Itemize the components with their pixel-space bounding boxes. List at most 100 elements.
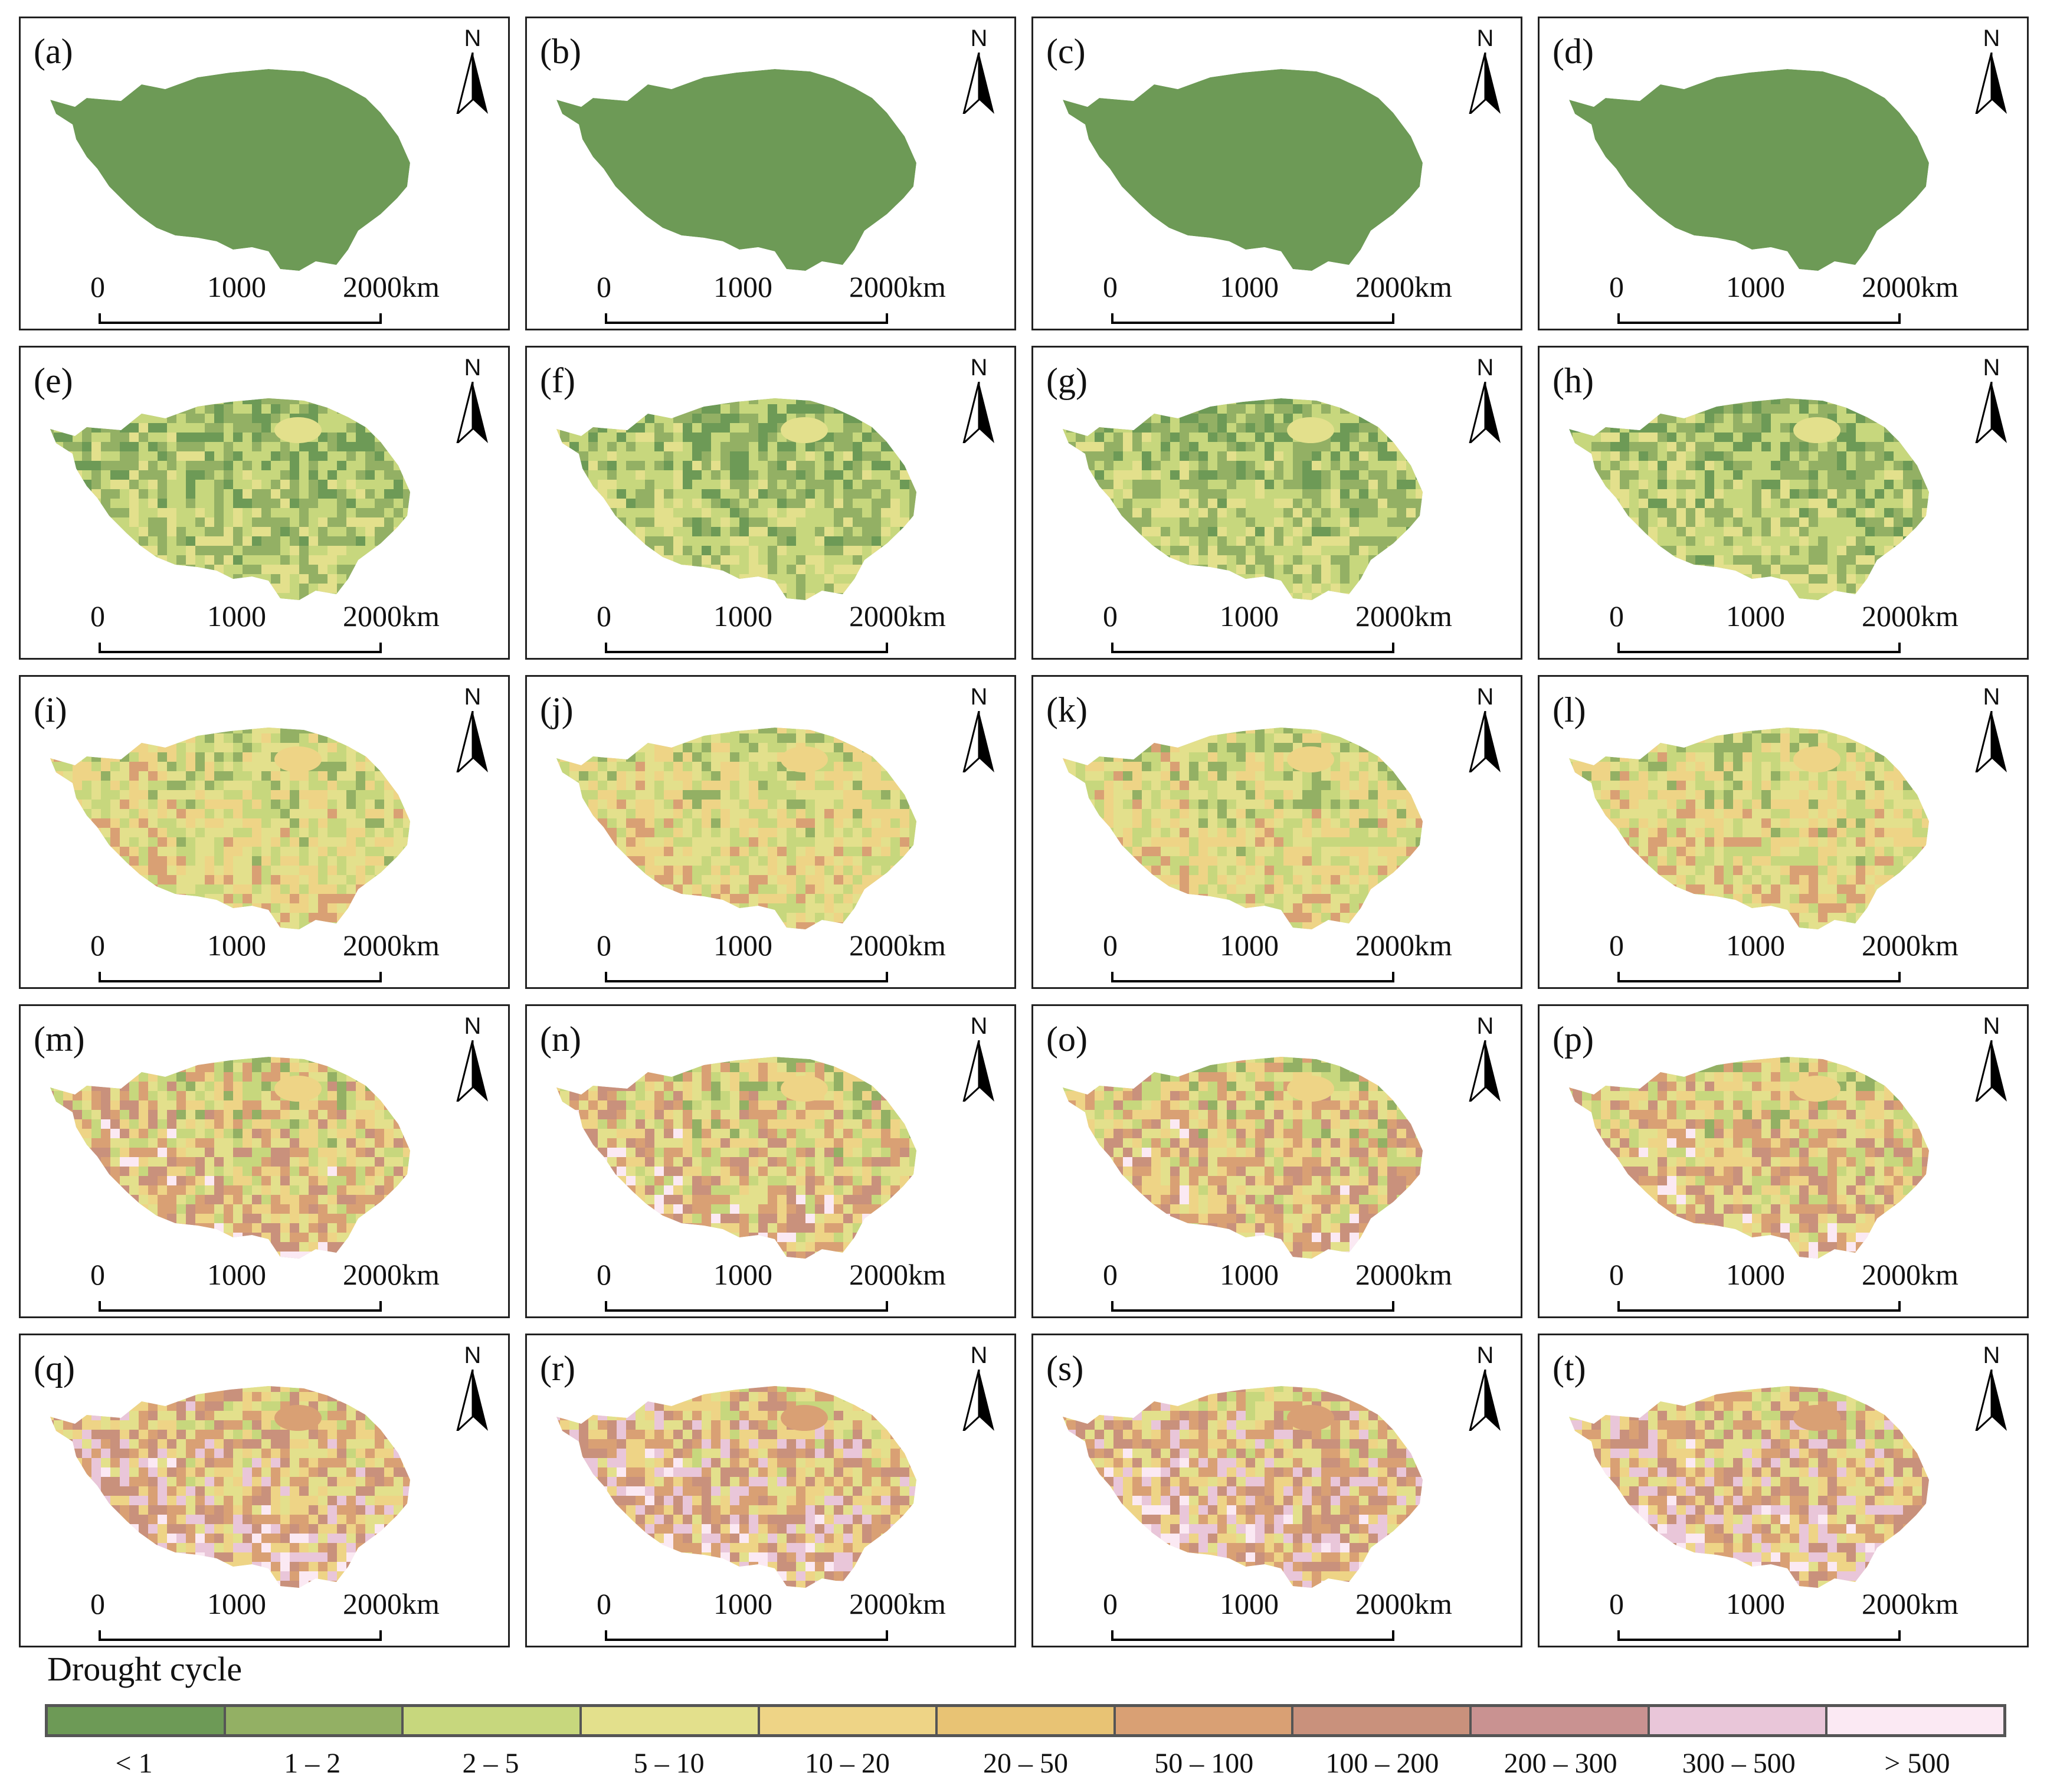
- legend-class-label: 5 – 10: [633, 1748, 705, 1779]
- north-arrow: N: [454, 27, 492, 115]
- legend-class-label: 1 – 2: [284, 1748, 341, 1779]
- plateau-map: [1063, 69, 1423, 271]
- panel-label: (i): [34, 690, 67, 729]
- legend-class-label: 100 – 200: [1325, 1748, 1439, 1779]
- north-label: N: [970, 1013, 988, 1039]
- north-label: N: [1983, 25, 2000, 51]
- map-panel: (n) N 0 1000 2000km: [525, 1004, 1016, 1318]
- north-arrow: N: [1973, 27, 2010, 115]
- plateau-map: [50, 69, 410, 271]
- map-panels: (a) N 0 1000 2000km (b) N 0 1000 2000km (c) N 0 1000 2…: [19, 17, 2029, 1647]
- north-arrow-icon: [456, 1370, 488, 1431]
- basin-feature: [1287, 417, 1334, 443]
- panel-label: (r): [540, 1349, 575, 1388]
- north-arrow-icon: [456, 382, 488, 443]
- plateau-map: [1569, 728, 1929, 929]
- legend-swatch: [404, 1707, 582, 1734]
- basin-feature: [1287, 746, 1334, 772]
- map-panel: (o) N 0 1000 2000km: [1031, 1004, 1522, 1318]
- north-arrow: N: [1466, 1344, 1504, 1432]
- panel-label: (b): [540, 32, 581, 71]
- map-panel: (b) N 0 1000 2000km: [525, 17, 1016, 330]
- plateau-region: [556, 69, 916, 271]
- basin-feature: [1287, 1405, 1334, 1431]
- panel-label: (k): [1046, 690, 1088, 729]
- map-panel: (g) N 0 1000 2000km: [1031, 346, 1522, 660]
- north-label: N: [464, 684, 482, 710]
- legend-swatch: [1649, 1707, 1828, 1734]
- north-arrow-icon: [962, 1370, 994, 1431]
- north-arrow: N: [960, 1014, 998, 1103]
- north-label: N: [970, 1342, 988, 1368]
- legend-color-bar: [45, 1704, 2006, 1737]
- north-arrow: N: [1466, 1014, 1504, 1103]
- legend-class-label: 200 – 300: [1504, 1748, 1617, 1779]
- plateau-map: [556, 398, 916, 600]
- north-arrow-icon: [1975, 382, 2007, 443]
- basin-feature: [274, 417, 322, 443]
- north-arrow-icon: [1469, 382, 1501, 443]
- plateau-region: [1063, 69, 1423, 271]
- plateau-map: [556, 1057, 916, 1259]
- north-arrow-icon: [456, 711, 488, 772]
- north-label: N: [1983, 684, 2000, 710]
- map-panel: (j) N 0 1000 2000km: [525, 675, 1016, 989]
- plateau-map: [50, 728, 410, 929]
- north-arrow: N: [960, 356, 998, 444]
- north-label: N: [464, 355, 482, 381]
- map-panel: (r) N 0 1000 2000km: [525, 1334, 1016, 1647]
- north-arrow-icon: [1469, 53, 1501, 114]
- legend-class-label: 20 – 50: [983, 1748, 1069, 1779]
- panel-label: (c): [1046, 32, 1086, 71]
- north-arrow: N: [960, 1344, 998, 1432]
- legend-title: Drought cycle: [47, 1650, 243, 1688]
- plateau-map: [1569, 69, 1929, 271]
- basin-feature: [1793, 1405, 1840, 1431]
- panel-label: (e): [34, 361, 73, 400]
- north-label: N: [1476, 1342, 1494, 1368]
- north-label: N: [1476, 684, 1494, 710]
- legend-class-label: 10 – 20: [804, 1748, 890, 1779]
- map-panel: (p) N 0 1000 2000km: [1538, 1004, 2029, 1318]
- north-arrow-icon: [1975, 1370, 2007, 1431]
- north-label: N: [1983, 1013, 2000, 1039]
- basin-feature: [1793, 746, 1840, 772]
- map-panel: (s) N 0 1000 2000km: [1031, 1334, 1522, 1647]
- north-label: N: [1476, 25, 1494, 51]
- north-arrow-icon: [962, 382, 994, 443]
- north-label: N: [464, 1342, 482, 1368]
- map-panel: (t) N 0 1000 2000km: [1538, 1334, 2029, 1647]
- panel-label: (s): [1046, 1349, 1084, 1388]
- plateau-map: [50, 1057, 410, 1259]
- legend-class-label: 300 – 500: [1682, 1748, 1796, 1779]
- plateau-map: [1569, 398, 1929, 600]
- north-arrow-icon: [456, 53, 488, 114]
- north-arrow: N: [454, 1014, 492, 1103]
- north-arrow: N: [1466, 27, 1504, 115]
- map-panel: (i) N 0 1000 2000km: [19, 675, 510, 989]
- north-arrow: N: [960, 27, 998, 115]
- map-panel: (d) N 0 1000 2000km: [1538, 17, 2029, 330]
- panel-label: (p): [1553, 1020, 1594, 1059]
- north-arrow-icon: [962, 711, 994, 772]
- north-arrow-icon: [1469, 711, 1501, 772]
- legend-swatch: [1472, 1707, 1650, 1734]
- plateau-region: [1569, 69, 1929, 271]
- panel-label: (n): [540, 1020, 581, 1059]
- north-arrow-icon: [1975, 53, 2007, 114]
- map-panel: (l) N 0 1000 2000km: [1538, 675, 2029, 989]
- map-panel: (c) N 0 1000 2000km: [1031, 17, 1522, 330]
- legend-class-label: 2 – 5: [462, 1748, 519, 1779]
- plateau-map: [1569, 1057, 1929, 1259]
- north-arrow-icon: [1975, 711, 2007, 772]
- north-arrow-icon: [962, 1040, 994, 1102]
- plateau-map: [556, 728, 916, 929]
- north-arrow: N: [1466, 685, 1504, 774]
- basin-feature: [274, 1405, 322, 1431]
- north-label: N: [970, 25, 988, 51]
- map-panel: (f) N 0 1000 2000km: [525, 346, 1016, 660]
- plateau-region: [50, 69, 410, 271]
- map-panel: (a) N 0 1000 2000km: [19, 17, 510, 330]
- plateau-map: [556, 69, 916, 271]
- map-panel: (q) N 0 1000 2000km: [19, 1334, 510, 1647]
